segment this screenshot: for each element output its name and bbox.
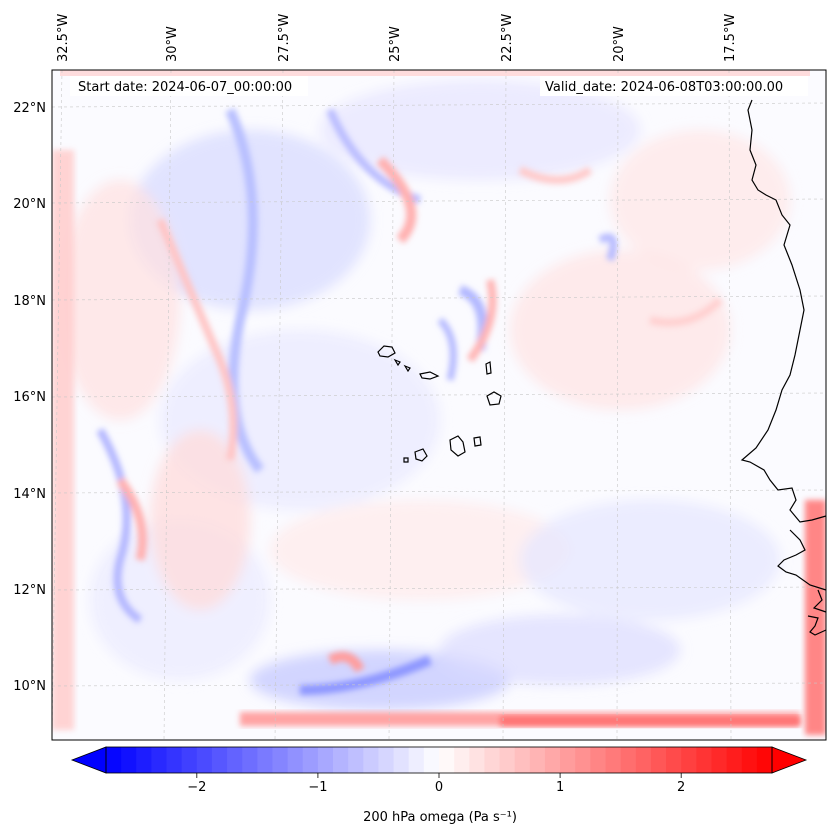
colorbar-cell xyxy=(151,747,168,773)
map-frame xyxy=(51,69,827,741)
lon-label: 20°W xyxy=(612,26,627,62)
lon-label: 17.5°W xyxy=(723,14,738,62)
colorbar-cell xyxy=(136,747,152,773)
colorbar-cell xyxy=(620,747,637,773)
colorbar-cell xyxy=(666,747,682,773)
colorbar-cell xyxy=(635,747,652,773)
colorbar-cell xyxy=(106,747,122,773)
longitude-labels: 32.5°W 30°W 27.5°W 25°W 22.5°W 20°W 17.5… xyxy=(56,14,738,62)
colorbar-cell xyxy=(287,747,304,773)
colorbar-cell xyxy=(272,747,289,773)
lat-label: 10°N xyxy=(13,679,46,694)
colorbar-cell xyxy=(439,747,455,773)
lon-label: 22.5°W xyxy=(500,14,515,62)
omega-streaks xyxy=(96,107,723,695)
colorbar-cell xyxy=(242,747,258,773)
colorbar-cell xyxy=(529,747,546,773)
colorbar-cells xyxy=(106,747,773,773)
colorbar-cell xyxy=(514,747,531,773)
colorbar-title: 200 hPa omega (Pa s⁻¹) xyxy=(363,810,517,825)
african-coastline xyxy=(740,99,827,636)
south-boundary-band-strong xyxy=(500,716,800,726)
valid-date-label: Valid_date: 2024-06-08T03:00:00.00 xyxy=(545,80,783,95)
colorbar-cell xyxy=(560,747,576,773)
cape-verde-islands xyxy=(377,345,502,463)
lon-label: 25°W xyxy=(388,26,403,62)
lat-label: 20°N xyxy=(13,197,46,212)
colorbar-cell xyxy=(378,747,395,773)
colorbar-tick-label: −1 xyxy=(308,780,327,795)
colorbar-cell xyxy=(333,747,349,773)
colorbar-cell xyxy=(590,747,606,773)
colorbar-cell xyxy=(166,747,183,773)
colorbar-cell xyxy=(499,747,516,773)
latitude-labels: 22°N 20°N 18°N 16°N 14°N 12°N 10°N xyxy=(13,101,46,694)
colorbar-cell xyxy=(741,747,758,773)
lat-label: 12°N xyxy=(13,583,46,598)
lon-label: 27.5°W xyxy=(277,14,292,62)
lat-label: 18°N xyxy=(13,294,46,309)
map-panel: Start date: 2024-06-07_00:00:00 Valid_da… xyxy=(51,69,827,741)
colorbar-tick-label: 2 xyxy=(677,780,685,795)
lon-label: 32.5°W xyxy=(56,14,71,62)
colorbar-cell xyxy=(726,747,743,773)
colorbar-cell xyxy=(696,747,712,773)
colorbar-cell xyxy=(348,747,364,773)
colorbar-cell xyxy=(711,747,728,773)
colorbar-extend-min xyxy=(70,746,107,774)
colorbar-ticks: −2 −1 0 1 2 xyxy=(187,773,685,795)
west-boundary-band xyxy=(52,150,74,730)
colorbar-cell xyxy=(605,747,622,773)
colorbar-tick-label: −2 xyxy=(187,780,206,795)
colorbar-cell xyxy=(454,747,470,773)
colorbar: −2 −1 0 1 2 200 hPa omega (Pa s⁻¹) xyxy=(70,746,808,825)
lat-label: 14°N xyxy=(13,487,46,502)
lat-label: 16°N xyxy=(13,390,46,405)
valid-date-box xyxy=(540,76,808,96)
colorbar-extend-max xyxy=(771,746,808,774)
lat-label: 22°N xyxy=(13,101,46,116)
colorbar-cell xyxy=(650,747,667,773)
colorbar-cell xyxy=(575,747,591,773)
north-boundary-band xyxy=(60,70,810,76)
start-date-box xyxy=(70,76,308,96)
colorbar-cell xyxy=(544,747,561,773)
colorbar-cell xyxy=(121,747,137,773)
colorbar-cell xyxy=(196,747,213,773)
colorbar-cell xyxy=(393,747,410,773)
colorbar-cell xyxy=(181,747,198,773)
colorbar-cell xyxy=(681,747,697,773)
start-date-label: Start date: 2024-06-07_00:00:00 xyxy=(78,80,292,95)
colorbar-cell xyxy=(227,747,243,773)
colorbar-cell xyxy=(756,747,773,773)
colorbar-cell xyxy=(423,747,440,773)
colorbar-tick-label: 0 xyxy=(435,780,443,795)
gridlines xyxy=(51,69,827,741)
colorbar-cell xyxy=(408,747,425,773)
colorbar-cell xyxy=(302,747,319,773)
colorbar-cell xyxy=(469,747,485,773)
colorbar-cell xyxy=(211,747,228,773)
colorbar-cell xyxy=(257,747,273,773)
colorbar-cell xyxy=(484,747,501,773)
colorbar-cell xyxy=(363,747,379,773)
colorbar-tick-label: 1 xyxy=(556,780,564,795)
colorbar-cell xyxy=(317,747,334,773)
lon-label: 30°W xyxy=(165,26,180,62)
